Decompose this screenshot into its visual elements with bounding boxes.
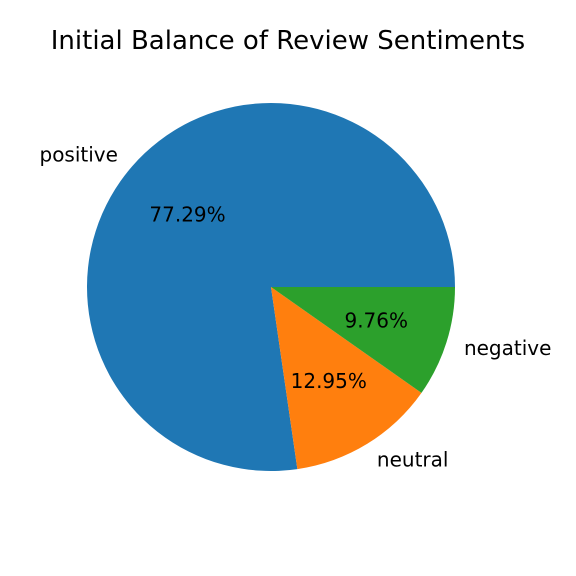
pie-category-label-negative: negative — [464, 336, 551, 360]
pie-category-label-positive: positive — [40, 143, 118, 167]
pie-pct-label-positive: 77.29% — [149, 203, 225, 227]
pie-slice-negative — [271, 287, 455, 393]
chart-title: Initial Balance of Review Sentiments — [50, 26, 526, 56]
pie-slice-positive — [86, 103, 455, 472]
pie-category-label-neutral: neutral — [377, 447, 449, 471]
pie-pct-label-neutral: 12.95% — [291, 369, 367, 393]
pie-slice-neutral — [271, 287, 422, 470]
pie-pct-label-negative: 9.76% — [344, 308, 408, 332]
